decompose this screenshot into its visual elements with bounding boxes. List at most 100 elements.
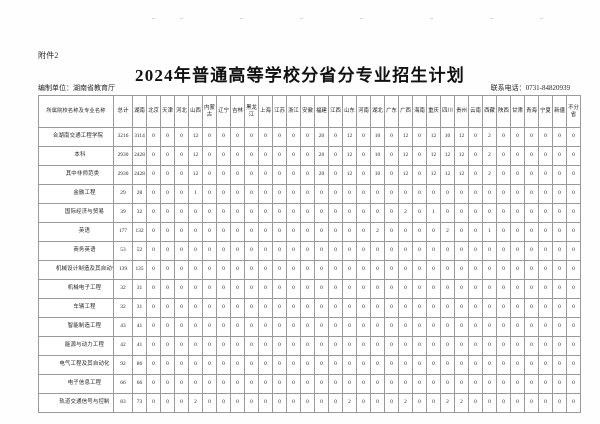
cell-province-10: 0 (258, 203, 273, 223)
cell-province-18: 2 (370, 222, 385, 242)
cell-province-25: 0 (468, 146, 483, 166)
row-label-institution-major: 智能制造工程 (38, 317, 114, 337)
cell-province-1: 31 (132, 279, 147, 299)
cell-province-23: 0 (440, 298, 455, 318)
cell-province-4: 0 (174, 336, 189, 356)
cell-total: 83 (113, 393, 133, 413)
cell-province-17: 0 (356, 165, 371, 185)
column-header-province-22: 重庆 (426, 95, 441, 128)
cell-province-14: 20 (314, 146, 329, 166)
cell-province-31: 0 (552, 279, 567, 299)
cell-province-18: 0 (370, 241, 385, 261)
cell-province-24: 0 (454, 336, 469, 356)
cell-province-27: 0 (496, 393, 511, 413)
cell-province-32: 0 (566, 355, 581, 375)
row-label-text: 其中非师范类 (65, 171, 100, 178)
cell-province-4: 0 (174, 241, 189, 261)
cell-province-15: 0 (328, 184, 343, 204)
column-header-province-label: 宁夏 (540, 108, 551, 115)
cell-province-5: 0 (188, 241, 203, 261)
cell-province-32: 0 (566, 203, 581, 223)
cell-total: 29 (113, 184, 133, 204)
cell-province-14: 0 (314, 260, 329, 280)
cell-province-25: 0 (468, 317, 483, 337)
cell-province-30: 0 (538, 374, 553, 394)
cell-province-21: 0 (412, 279, 427, 299)
cell-province-8: 0 (230, 127, 245, 147)
cell-province-5: 1 (188, 184, 203, 204)
cell-province-30: 0 (538, 260, 553, 280)
cell-province-24: 0 (454, 279, 469, 299)
cell-province-26: 0 (482, 393, 497, 413)
compiler-unit-label: 编制单位：湖南省教育厅 (38, 84, 115, 92)
cell-province-22: 0 (426, 184, 441, 204)
cell-province-2: 0 (146, 222, 161, 242)
column-header-province-label: 云南 (470, 108, 481, 115)
cell-total: 2930 (113, 165, 133, 185)
cell-province-8: 0 (230, 279, 245, 299)
cell-total: 2930 (113, 146, 133, 166)
cell-province-16: 0 (342, 336, 357, 356)
cell-province-9: 0 (244, 374, 259, 394)
cell-province-13: 0 (300, 127, 315, 147)
cell-province-4: 0 (174, 127, 189, 147)
cell-province-9: 0 (244, 260, 259, 280)
cell-province-3: 0 (160, 317, 175, 337)
cell-province-26: 0 (482, 260, 497, 280)
column-header-province-3: 天津 (160, 95, 175, 128)
cell-province-15: 0 (328, 355, 343, 375)
cell-province-15: 0 (328, 222, 343, 242)
cell-province-24: 0 (454, 317, 469, 337)
column-header-province-label: 不分省 (568, 105, 579, 118)
cell-province-24: 0 (454, 355, 469, 375)
cell-province-16: 0 (342, 203, 357, 223)
cell-province-19: 0 (384, 336, 399, 356)
cell-province-24: 12 (454, 127, 469, 147)
column-header-province-label: 安徽 (302, 108, 313, 115)
table-row: 合湖南交通工程学院 3216 3114 0 0 0 12 0 0 0 0 0 0 0 0 20 0 12 0 10 0 1… (38, 127, 581, 147)
cell-province-18: 0 (370, 374, 385, 394)
cell-province-10: 0 (258, 260, 273, 280)
page-title: 2024年普通高等学校分省分专业招生计划 (135, 66, 465, 85)
cell-province-12: 0 (286, 184, 301, 204)
cell-province-8: 0 (230, 241, 245, 261)
cell-province-30: 0 (538, 355, 553, 375)
cell-province-6: 0 (202, 241, 217, 261)
cell-province-20: 0 (398, 317, 413, 337)
cell-province-5: 0 (188, 222, 203, 242)
column-header-province-label: 四川 (442, 108, 453, 115)
cell-province-7: 0 (216, 393, 231, 413)
column-header-province-label: 青海 (526, 108, 537, 115)
cell-province-25: 0 (468, 165, 483, 185)
cell-province-32: 0 (566, 336, 581, 356)
column-header-province-label: 海南 (414, 108, 425, 115)
column-header-province-15: 江西 (328, 95, 343, 128)
cell-province-23: 0 (440, 279, 455, 299)
row-label-text: 合湖南交通工程学院 (52, 133, 104, 140)
cell-province-8: 0 (230, 203, 245, 223)
cell-province-10: 0 (258, 127, 273, 147)
cell-province-18: 0 (370, 317, 385, 337)
column-header-province-30: 宁夏 (538, 95, 553, 128)
cell-province-11: 0 (272, 374, 287, 394)
cell-province-30: 0 (538, 336, 553, 356)
cell-province-2: 0 (146, 203, 161, 223)
cell-province-10: 0 (258, 336, 273, 356)
cell-province-17: 0 (356, 127, 371, 147)
cell-province-23: 12 (440, 165, 455, 185)
cell-province-28: 0 (510, 260, 525, 280)
cell-province-23: 10 (440, 127, 455, 147)
cell-province-22: 12 (426, 165, 441, 185)
cell-province-10: 0 (258, 317, 273, 337)
cell-province-18: 10 (370, 165, 385, 185)
cell-province-14: 20 (314, 165, 329, 185)
cell-province-4: 0 (174, 355, 189, 375)
cell-province-20: 12 (398, 146, 413, 166)
cell-province-13: 0 (300, 355, 315, 375)
cell-province-13: 0 (300, 298, 315, 318)
row-label-institution-major: 电子信息工程 (38, 374, 114, 394)
cell-province-4: 0 (174, 279, 189, 299)
cell-province-5: 12 (188, 146, 203, 166)
cell-province-32: 0 (566, 260, 581, 280)
cell-province-1: 41 (132, 317, 147, 337)
